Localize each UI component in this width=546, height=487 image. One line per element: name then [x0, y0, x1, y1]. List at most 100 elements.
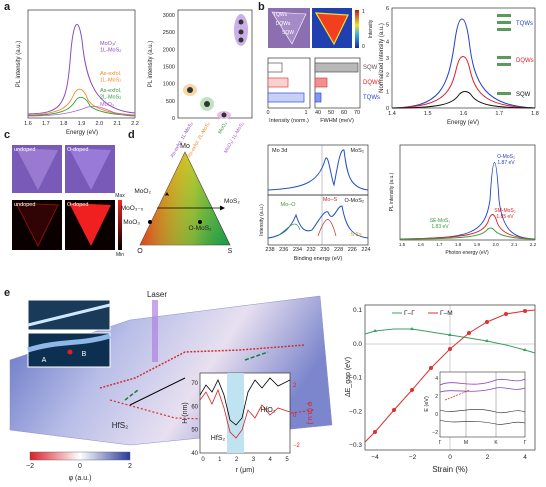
- point-label: A: [42, 357, 47, 364]
- y-axis-label: E (eV): [424, 396, 430, 412]
- x-tick-label: 226: [348, 247, 357, 253]
- y-tick-label: 0: [386, 106, 389, 112]
- x-tick-label: 0: [266, 110, 269, 116]
- x-tick-label: 1.9: [474, 242, 481, 247]
- x-axis-label: Energy (eV): [66, 130, 98, 136]
- plot-title: O-MoS₂: [344, 198, 364, 204]
- panel-label: a: [4, 1, 11, 13]
- y-axis-label: Normalized intensity (a.u.): [379, 23, 385, 93]
- x-tick-label: 232: [307, 247, 316, 253]
- colorbar-tick: Max: [115, 193, 125, 199]
- y-tick-label: 1000: [163, 82, 175, 88]
- panel-d-graphics: [139, 144, 536, 246]
- x-axis-label: Photon energy (eV): [445, 250, 489, 256]
- legend-entry: Γ–Γ: [404, 310, 415, 317]
- point-label: MoS₂: [224, 198, 240, 205]
- y-axis-label: φ (a.u.): [306, 402, 313, 425]
- curve-label: TQWs: [516, 21, 533, 27]
- x-tick-label: 2.1: [113, 121, 121, 127]
- y-tick-label: 4: [435, 376, 438, 382]
- legend-entry: MoO₃/: [100, 41, 116, 47]
- y-tick-label: 2000: [163, 47, 175, 53]
- y-tick-label: −2: [293, 443, 301, 449]
- peak-label: Mo–S: [323, 197, 338, 203]
- y-tick-label: 70: [191, 381, 198, 387]
- y-axis-label: ΔE_gap (eV): [345, 357, 352, 397]
- vertex-label: O: [137, 248, 143, 255]
- y-axis-label: H (nm): [182, 402, 189, 423]
- curve-label: SM-MoS₂: [494, 208, 515, 214]
- x-tick-label: 2: [128, 463, 132, 470]
- y-tick-label: 1500: [163, 65, 175, 71]
- x-tick-label: 50: [328, 110, 334, 116]
- point-label: MoO₃₋ₓ: [121, 205, 144, 212]
- x-tick-label: 228: [334, 247, 343, 253]
- panel-label: d: [128, 129, 135, 141]
- curve-label: 1.83 eV: [431, 224, 449, 230]
- legend-entry: 1L-MoS₂: [100, 48, 121, 54]
- x-tick-label: 4: [269, 457, 273, 463]
- plot-title: MoS₂: [351, 148, 364, 154]
- vertex-label: S: [228, 248, 233, 255]
- x-tick-label: 4: [523, 454, 527, 461]
- x-tick-label: 3: [252, 457, 256, 463]
- y-axis-label: PL intensity (a.u.): [148, 41, 154, 87]
- x-tick-label: 0: [448, 454, 452, 461]
- peak-label: S 2s: [350, 232, 361, 238]
- x-tick-label: 2: [486, 454, 490, 461]
- image-label: O-doped: [67, 202, 88, 208]
- point-label: MoO₂: [134, 188, 151, 195]
- x-tick-label: −2: [409, 454, 417, 461]
- y-axis-label: PL intensity (a.u.): [389, 172, 395, 211]
- image-label: O-doped: [67, 147, 88, 153]
- x-axis-label: r (μm): [236, 467, 255, 474]
- y-tick-label: 4: [386, 39, 389, 45]
- y-tick-label: −0.2: [349, 408, 362, 415]
- legend-entry: 1L-MoS₂: [100, 78, 121, 84]
- x-tick-label: 1.6: [24, 121, 32, 127]
- y-tick-label: 50: [191, 428, 198, 434]
- category-label: DQWs: [363, 80, 381, 86]
- point-label: MoO₃: [123, 219, 140, 226]
- x-tick-label: 2: [235, 457, 239, 463]
- y-tick-label: 2500: [163, 30, 175, 36]
- y-axis-label: PL intensity (a.u.): [16, 41, 22, 87]
- x-axis-label: Strain (%): [432, 465, 468, 474]
- x-axis-label: Energy (eV): [447, 120, 479, 126]
- x-tick-label: 1.8: [531, 111, 539, 117]
- y-tick-label: −0.3: [349, 442, 362, 449]
- image-label: DQWs: [276, 21, 291, 27]
- x-tick-label: 1.9: [78, 121, 86, 127]
- x-tick-label: 1.8: [60, 121, 68, 127]
- panel-label: c: [4, 129, 10, 141]
- x-tick-label: 2.0: [492, 242, 499, 247]
- colorbar-label: φ (a.u.): [69, 475, 92, 482]
- y-axis-label: Intensity (a.u.): [259, 204, 265, 236]
- x-tick-label: 2.0: [96, 121, 104, 127]
- x-tick-label: 0: [201, 457, 205, 463]
- category-label: MoO₃: [217, 121, 229, 135]
- y-tick-label: −2: [432, 430, 438, 436]
- colorbar-label: Intensity: [368, 19, 374, 38]
- panel-c-graphics: [12, 145, 122, 250]
- curve-label: 1.87 eV: [497, 160, 515, 166]
- x-tick-label: 230: [320, 247, 329, 253]
- panel-label: e: [4, 287, 10, 299]
- y-tick-label: 3: [386, 56, 389, 62]
- x-tick-label: 234: [293, 247, 302, 253]
- x-axis-label: FWHM (meV): [320, 118, 354, 124]
- curve-label: DQWs: [516, 58, 534, 64]
- curve-label: SE-MoS₂: [430, 218, 451, 224]
- x-tick-label: 60: [341, 110, 347, 116]
- x-tick-label: 1.4: [388, 111, 396, 117]
- image-label: undoped: [14, 147, 35, 153]
- x-tick-label: 40: [315, 110, 321, 116]
- x-tick-label: 1.6: [418, 242, 425, 247]
- x-tick-label: 1.5: [399, 242, 406, 247]
- x-tick-label: 0: [78, 463, 82, 470]
- x-tick-label: Γ: [439, 440, 442, 446]
- x-tick-label: K: [494, 440, 498, 446]
- x-tick-label: Γ: [524, 440, 527, 446]
